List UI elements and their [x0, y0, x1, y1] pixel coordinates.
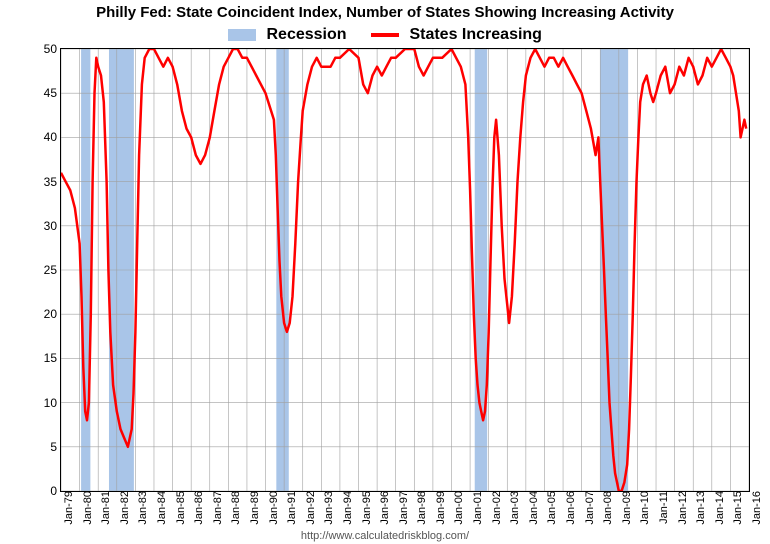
x-tick-label: Jan-99 [433, 491, 447, 525]
y-tick-label: 15 [44, 351, 61, 365]
x-tick-label: Jan-07 [582, 491, 596, 525]
x-tick-label: Jan-98 [414, 491, 428, 525]
x-tick-label: Jan-86 [191, 491, 205, 525]
x-tick-label: Jan-16 [749, 491, 763, 525]
x-tick-label: Jan-06 [563, 491, 577, 525]
chart-title: Philly Fed: State Coincident Index, Numb… [0, 4, 770, 21]
x-tick-label: Jan-97 [396, 491, 410, 525]
x-tick-label: Jan-05 [544, 491, 558, 525]
x-tick-label: Jan-88 [228, 491, 242, 525]
x-tick-label: Jan-14 [712, 491, 726, 525]
x-tick-label: Jan-91 [284, 491, 298, 525]
x-tick-label: Jan-85 [173, 491, 187, 525]
x-tick-label: Jan-96 [377, 491, 391, 525]
x-tick-label: Jan-10 [637, 491, 651, 525]
y-tick-label: 40 [44, 130, 61, 144]
x-tick-label: Jan-82 [117, 491, 131, 525]
y-tick-label: 0 [50, 484, 61, 498]
x-tick-label: Jan-83 [135, 491, 149, 525]
x-tick-label: Jan-03 [507, 491, 521, 525]
plot-svg [61, 49, 749, 491]
x-tick-label: Jan-09 [619, 491, 633, 525]
x-tick-label: Jan-84 [154, 491, 168, 525]
plot-area: 05101520253035404550Jan-79Jan-80Jan-81Ja… [60, 48, 750, 492]
x-tick-label: Jan-04 [526, 491, 540, 525]
x-tick-label: Jan-11 [656, 491, 670, 524]
y-tick-label: 30 [44, 219, 61, 233]
legend-item-recession: Recession [228, 26, 347, 44]
x-tick-label: Jan-95 [359, 491, 373, 525]
x-tick-label: Jan-81 [98, 491, 112, 525]
y-tick-label: 20 [44, 307, 61, 321]
x-tick-label: Jan-79 [61, 491, 75, 525]
x-tick-label: Jan-00 [451, 491, 465, 525]
x-tick-label: Jan-89 [247, 491, 261, 525]
x-tick-label: Jan-87 [210, 491, 224, 525]
x-tick-label: Jan-02 [489, 491, 503, 525]
legend: Recession States Increasing [0, 26, 770, 44]
x-tick-label: Jan-15 [730, 491, 744, 525]
legend-swatch-line [371, 33, 399, 37]
legend-label-line: States Increasing [409, 26, 542, 43]
x-tick-label: Jan-92 [303, 491, 317, 525]
y-tick-label: 10 [44, 396, 61, 410]
y-tick-label: 35 [44, 175, 61, 189]
x-tick-label: Jan-80 [80, 491, 94, 525]
x-tick-label: Jan-01 [470, 491, 484, 525]
x-tick-label: Jan-94 [340, 491, 354, 525]
legend-swatch-recession [228, 29, 256, 41]
x-tick-label: Jan-90 [266, 491, 280, 525]
y-tick-label: 5 [50, 440, 61, 454]
chart-container: Philly Fed: State Coincident Index, Numb… [0, 0, 770, 544]
x-tick-label: Jan-08 [600, 491, 614, 525]
legend-item-line: States Increasing [371, 26, 542, 44]
x-tick-label: Jan-12 [675, 491, 689, 525]
legend-label-recession: Recession [267, 26, 347, 43]
y-tick-label: 50 [44, 42, 61, 56]
y-tick-label: 45 [44, 86, 61, 100]
y-tick-label: 25 [44, 263, 61, 277]
footer-url: http://www.calculatedriskblog.com/ [0, 530, 770, 542]
x-tick-label: Jan-93 [321, 491, 335, 525]
x-tick-label: Jan-13 [693, 491, 707, 525]
